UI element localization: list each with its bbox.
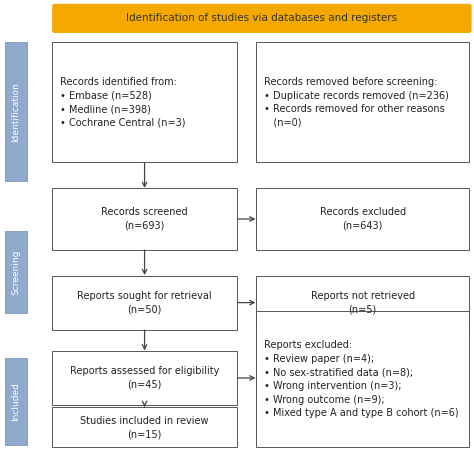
FancyBboxPatch shape (52, 351, 237, 405)
FancyBboxPatch shape (52, 188, 237, 250)
FancyBboxPatch shape (52, 407, 237, 447)
Text: Reports assessed for eligibility
(n=45): Reports assessed for eligibility (n=45) (70, 366, 219, 390)
Text: Studies included in review
(n=15): Studies included in review (n=15) (80, 415, 209, 439)
FancyBboxPatch shape (52, 42, 237, 162)
FancyBboxPatch shape (256, 311, 469, 447)
FancyBboxPatch shape (5, 358, 27, 445)
Text: Included: Included (12, 382, 20, 421)
FancyBboxPatch shape (256, 42, 469, 162)
Text: Screening: Screening (12, 249, 20, 295)
FancyBboxPatch shape (52, 4, 472, 33)
FancyBboxPatch shape (5, 231, 27, 313)
Text: Identification of studies via databases and registers: Identification of studies via databases … (127, 13, 397, 24)
Text: Records removed before screening:
• Duplicate records removed (n=236)
• Records : Records removed before screening: • Dupl… (264, 77, 449, 128)
Text: Reports excluded:
• Review paper (n=4);
• No sex-stratified data (n=8);
• Wrong : Reports excluded: • Review paper (n=4); … (264, 340, 459, 418)
FancyBboxPatch shape (5, 42, 27, 181)
FancyBboxPatch shape (256, 188, 469, 250)
Text: Records excluded
(n=643): Records excluded (n=643) (319, 207, 406, 231)
Text: Records identified from:
• Embase (n=528)
• Medline (n=398)
• Cochrane Central (: Records identified from: • Embase (n=528… (60, 77, 186, 128)
FancyBboxPatch shape (52, 276, 237, 330)
Text: Records screened
(n=693): Records screened (n=693) (101, 207, 188, 231)
Text: Reports not retrieved
(n=5): Reports not retrieved (n=5) (310, 291, 415, 315)
FancyBboxPatch shape (256, 276, 469, 330)
Text: Reports sought for retrieval
(n=50): Reports sought for retrieval (n=50) (77, 291, 212, 315)
Text: Identification: Identification (12, 82, 20, 142)
